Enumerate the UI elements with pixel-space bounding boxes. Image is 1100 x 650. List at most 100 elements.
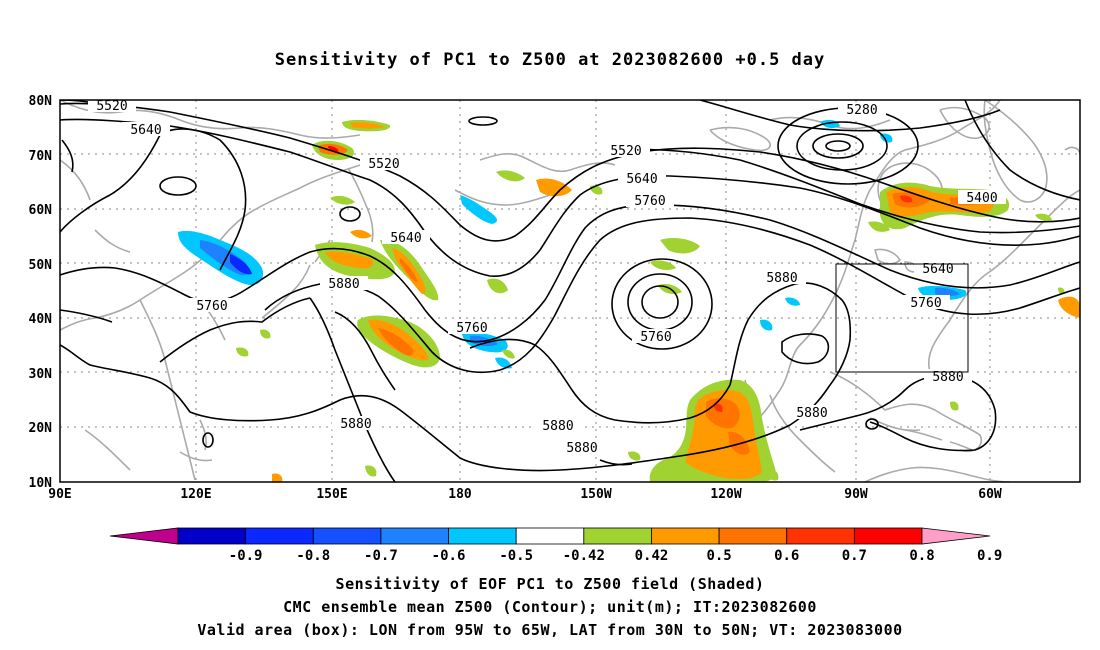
- sensitivity-shading: [178, 119, 1080, 482]
- colorbar-under-arrow: [109, 527, 179, 545]
- z500-contour: [641, 285, 679, 319]
- positive-sensitivity-core: [350, 122, 385, 129]
- negative-sensitivity-region: [760, 319, 773, 331]
- lat-tick-label: 10N: [29, 476, 53, 491]
- colorbar-tick-label: 0.9: [977, 548, 1002, 564]
- positive-sensitivity-region: [487, 278, 508, 294]
- z500-contour: [159, 176, 197, 196]
- positive-sensitivity-region: [330, 195, 355, 205]
- svg-text:5520: 5520: [96, 99, 127, 114]
- contour-label: 5760: [902, 295, 950, 311]
- colorbar-segment: [651, 527, 720, 545]
- colorbar-segment: [245, 527, 314, 545]
- lon-tick-label: 60W: [978, 487, 1002, 502]
- longitude-axis: 90E 120E 150E 180 150W 120W 90W 60W: [48, 487, 1002, 502]
- contour-label: 5880: [534, 418, 582, 434]
- colorbar-tick-label: 0.6: [774, 548, 799, 564]
- caption-line-3: Valid area (box): LON from 95W to 65W, L…: [197, 621, 903, 639]
- lon-tick-label: 90W: [844, 487, 868, 502]
- svg-text:5760: 5760: [640, 330, 671, 345]
- svg-text:5880: 5880: [328, 277, 359, 292]
- positive-sensitivity-region: [496, 170, 525, 182]
- z500-contour: [60, 282, 852, 472]
- positive-sensitivity-core: [328, 146, 339, 152]
- z500-contour: [61, 139, 74, 173]
- svg-text:5520: 5520: [368, 157, 399, 172]
- svg-text:5880: 5880: [566, 441, 597, 456]
- positive-sensitivity-region: [768, 470, 779, 481]
- positive-sensitivity-core: [713, 403, 723, 412]
- colorbar-tick-label: -0.42: [563, 548, 605, 564]
- contour-label: 5640: [122, 122, 170, 138]
- z500-contour: [60, 128, 247, 271]
- lon-tick-label: 150E: [316, 487, 347, 502]
- latitude-axis: 10N 20N 30N 40N 50N 60N 70N 80N: [29, 94, 53, 491]
- z500-contour: [202, 432, 214, 448]
- positive-sensitivity-region: [650, 260, 676, 270]
- svg-text:5880: 5880: [766, 271, 797, 286]
- lat-tick-label: 40N: [29, 312, 53, 327]
- contour-label: 5640: [618, 171, 666, 187]
- contour-label: 5760: [626, 193, 674, 209]
- svg-text:5400: 5400: [966, 191, 997, 206]
- positive-sensitivity-region: [536, 178, 572, 197]
- svg-text:5880: 5880: [932, 370, 963, 385]
- z500-contour: [60, 102, 1080, 242]
- svg-text:5640: 5640: [390, 231, 421, 246]
- contour-label: 5400: [958, 190, 1006, 206]
- positive-sensitivity-region: [272, 473, 283, 482]
- colorbar: -0.9 -0.8 -0.7 -0.6 -0.5 -0.42 0.42 0.5 0.6 0.7 0.…: [109, 527, 1002, 564]
- colorbar-tick-label: 0.42: [635, 548, 669, 564]
- valid-area-box: [835, 263, 969, 373]
- z500-contour: [812, 133, 864, 159]
- z500-contour: [964, 100, 1080, 201]
- lat-tick-label: 60N: [29, 203, 53, 218]
- caption-line-2: CMC ensemble mean Z500 (Contour); unit(m…: [283, 598, 817, 616]
- z500-contour: [619, 148, 1080, 234]
- contour-label: 5640: [382, 230, 430, 246]
- colorbar-over-arrow: [921, 527, 991, 545]
- contour-label: 5880: [320, 276, 368, 292]
- z500-contour: [699, 100, 1001, 132]
- z500-contour: [309, 297, 396, 482]
- positive-sensitivity-region: [260, 329, 271, 339]
- negative-sensitivity-core: [230, 254, 252, 275]
- svg-text:5640: 5640: [626, 172, 657, 187]
- contour-label: 5520: [602, 143, 650, 159]
- colorbar-segment: [448, 527, 517, 545]
- lon-tick-label: 150W: [580, 487, 611, 502]
- svg-text:5640: 5640: [130, 123, 161, 138]
- negative-sensitivity-region: [785, 297, 800, 306]
- lat-tick-label: 80N: [29, 94, 53, 109]
- z500-contour: [468, 116, 498, 126]
- lon-tick-label: 90E: [48, 487, 71, 502]
- positive-sensitivity-region: [1035, 213, 1052, 221]
- negative-sensitivity-core: [935, 287, 960, 297]
- positive-sensitivity-core: [900, 195, 913, 203]
- z500-contour: [599, 459, 633, 466]
- positive-sensitivity-region: [365, 465, 377, 477]
- contour-label: 5880: [758, 270, 806, 286]
- svg-text:5760: 5760: [456, 321, 487, 336]
- positive-sensitivity-region: [868, 221, 890, 232]
- svg-text:5280: 5280: [846, 103, 877, 118]
- lat-tick-label: 30N: [29, 367, 53, 382]
- svg-text:5880: 5880: [542, 419, 573, 434]
- contour-label: 5520: [360, 156, 408, 172]
- z500-contour: [339, 206, 361, 222]
- colorbar-segment: [312, 527, 382, 545]
- lat-tick-label: 20N: [29, 421, 53, 436]
- z500-contour: [796, 121, 888, 171]
- colorbar-tick-label: -0.5: [499, 548, 533, 564]
- z500-contour: [611, 258, 713, 350]
- contour-label: 5520: [88, 99, 136, 114]
- colorbar-tick-label: -0.9: [229, 548, 263, 564]
- positive-sensitivity-region: [236, 347, 249, 357]
- negative-sensitivity-region: [495, 357, 512, 369]
- positive-sensitivity-core: [400, 258, 418, 282]
- contour-label: 5880: [558, 440, 606, 456]
- contour-label: 5880: [924, 369, 972, 385]
- colorbar-tick-label: 0.8: [909, 548, 934, 564]
- colorbar-segment: [718, 527, 788, 545]
- negative-sensitivity-region: [460, 195, 498, 224]
